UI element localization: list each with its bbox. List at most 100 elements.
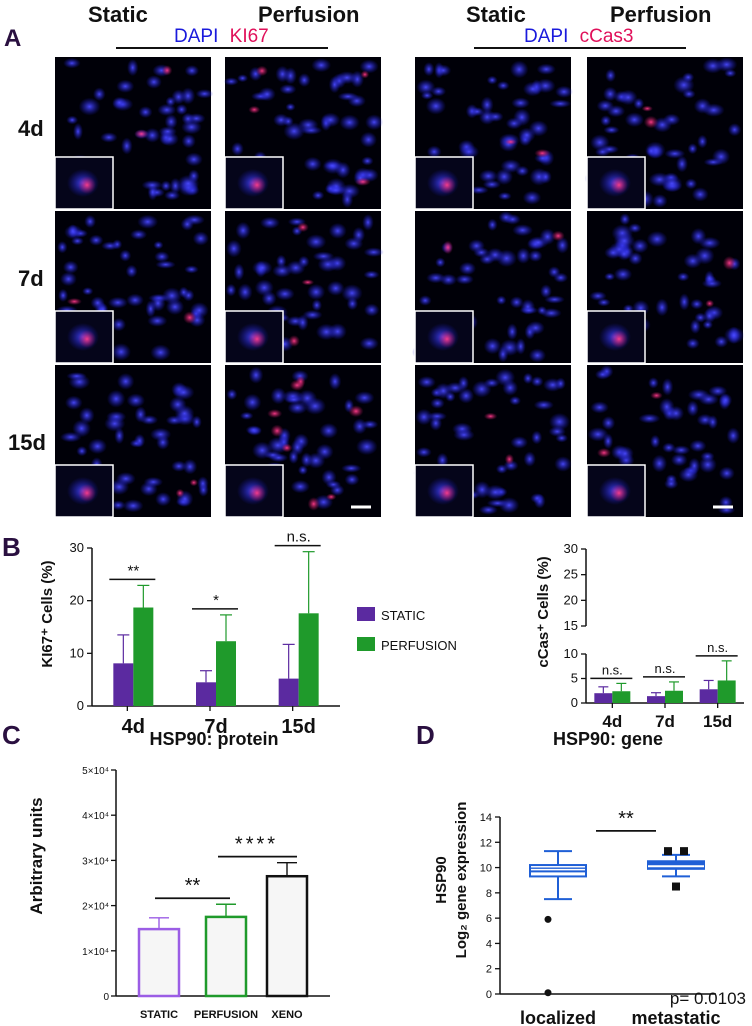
nucleus	[90, 296, 105, 310]
nucleus	[164, 114, 178, 130]
y-tick-label: 10	[480, 863, 492, 875]
y-tick-label: 12	[480, 837, 492, 849]
bar-perfusion-4d	[612, 691, 631, 703]
nucleus	[303, 156, 322, 172]
nucleus	[516, 247, 531, 264]
nucleus	[330, 484, 345, 496]
nucleus	[496, 81, 510, 91]
nucleus	[328, 75, 341, 94]
stained-nucleus	[641, 105, 653, 112]
nucleus	[76, 446, 88, 457]
legend-label-static: STATIC	[381, 608, 425, 623]
nucleus	[652, 194, 668, 208]
nucleus	[361, 156, 374, 166]
nucleus	[302, 309, 323, 320]
y-tick-label: 20	[564, 592, 578, 607]
x-tick-label: XENO	[271, 1009, 303, 1021]
nucleus	[79, 407, 95, 424]
nucleus	[509, 396, 521, 406]
inset-stained-nucleus	[248, 176, 266, 194]
bar-perfusion	[204, 915, 248, 998]
nucleus	[651, 454, 668, 473]
nucleus	[153, 240, 164, 250]
nucleus	[498, 192, 512, 201]
nucleus	[684, 178, 698, 190]
nucleus	[628, 223, 642, 234]
nucleus	[171, 460, 187, 472]
nucleus	[162, 287, 182, 305]
y-tick-label: 30	[70, 540, 84, 555]
nucleus	[122, 499, 144, 513]
nucleus	[703, 308, 716, 324]
legend-b: STATIC PERFUSION	[357, 607, 457, 653]
nucleus	[624, 112, 645, 128]
stained-nucleus	[534, 149, 551, 158]
nucleus	[697, 134, 708, 149]
nucleus	[420, 91, 434, 100]
nucleus	[479, 505, 498, 515]
y-tick-label: 10	[70, 645, 84, 660]
nucleus	[522, 372, 534, 385]
nucleus	[480, 96, 494, 114]
stained-nucleus	[597, 448, 611, 458]
nucleus	[672, 445, 691, 455]
nucleus	[307, 283, 326, 301]
nucleus	[106, 389, 126, 408]
bar-static-15d	[278, 678, 299, 706]
stained-nucleus	[297, 222, 309, 233]
micrograph-tile	[54, 365, 211, 518]
stained-nucleus	[281, 443, 293, 453]
nucleus	[127, 59, 139, 77]
nucleus	[352, 226, 366, 243]
y-tick-label: 4×10⁴	[82, 811, 109, 822]
stained-nucleus	[504, 453, 514, 465]
gene-ylabel-line1: HSP90	[433, 856, 450, 904]
nucleus	[111, 317, 127, 332]
nucleus	[528, 249, 543, 262]
nucleus	[522, 190, 542, 205]
stained-nucleus	[705, 299, 715, 308]
nucleus	[233, 263, 245, 281]
nucleus	[126, 393, 145, 408]
nucleus	[482, 179, 501, 189]
nucleus	[618, 89, 638, 106]
stained-nucleus	[289, 379, 305, 391]
nucleus	[619, 213, 631, 226]
nucleus	[341, 190, 354, 208]
nucleus	[145, 75, 162, 89]
x-tick-label: 4d	[602, 712, 622, 731]
nucleus	[698, 393, 719, 406]
nucleus	[687, 143, 698, 155]
nucleus	[356, 438, 378, 456]
nucleus	[479, 169, 498, 183]
nucleus	[440, 273, 457, 286]
nucleus	[130, 229, 148, 240]
nucleus	[688, 457, 701, 475]
nucleus	[702, 103, 725, 117]
nucleus	[60, 271, 77, 287]
nucleus	[298, 118, 319, 132]
nucleus	[453, 428, 475, 441]
nucleus	[298, 255, 310, 268]
nucleus	[111, 343, 131, 361]
nucleus	[285, 103, 296, 111]
box-metastatic	[647, 860, 705, 870]
ccas-ylabel: cCas⁺ Cells (%)	[535, 556, 552, 667]
nucleus	[352, 418, 368, 435]
nucleus	[682, 72, 695, 83]
nucleus	[726, 427, 740, 445]
nucleus	[646, 231, 668, 248]
stain-label-right: DAPI cCas3	[524, 26, 634, 47]
nucleus	[57, 241, 68, 254]
nucleus	[425, 97, 446, 115]
nucleus	[676, 155, 688, 173]
nucleus	[362, 214, 374, 231]
stained-nucleus	[483, 412, 498, 420]
row-label-4d: 4d	[18, 116, 44, 141]
nucleus	[181, 134, 196, 149]
nucleus	[311, 190, 325, 201]
nucleus	[360, 131, 377, 148]
nucleus	[311, 58, 332, 73]
nucleus	[511, 97, 530, 109]
micrograph-tile	[223, 211, 384, 364]
